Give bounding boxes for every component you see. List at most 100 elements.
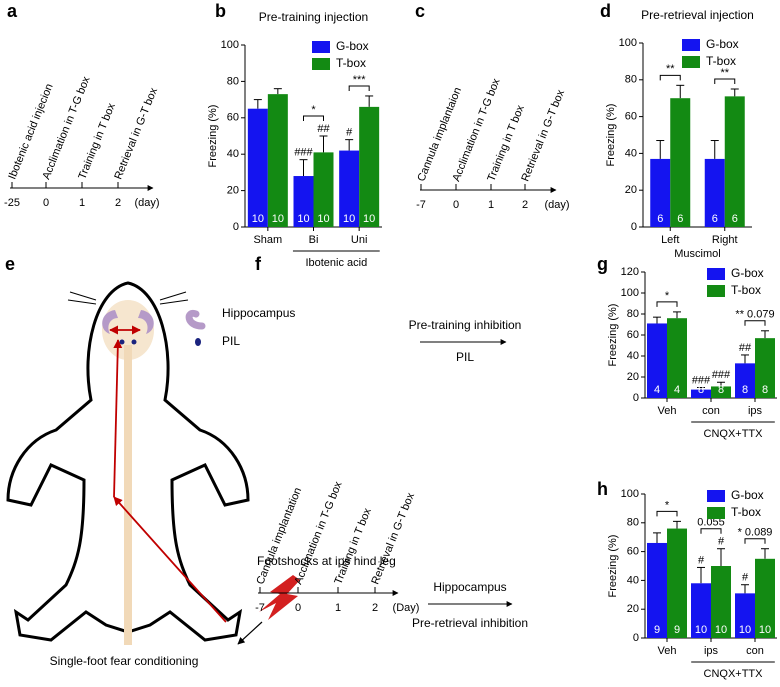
bracket: [303, 115, 324, 121]
y-tick-label: 100: [221, 39, 239, 51]
panel-label: e: [5, 254, 15, 274]
n-label: 9: [674, 624, 680, 636]
shock-arrow: [237, 621, 263, 645]
timeline-event: Training in T box: [76, 101, 118, 181]
n-label: 10: [695, 624, 707, 636]
mouse-diagram: [6, 281, 513, 645]
legend-label: G-box: [731, 266, 764, 280]
legend-swatch: [707, 285, 725, 297]
y-tick-label: 0: [633, 632, 639, 644]
y-axis-label: Freezing (%): [605, 104, 617, 167]
bar: [359, 106, 380, 227]
x-tick-label: ips: [704, 645, 719, 657]
bracket: [714, 78, 736, 84]
bar: [267, 94, 288, 227]
bracket-label: **: [666, 63, 675, 75]
bracket-label: *: [665, 499, 670, 511]
y-tick-label: 0: [633, 392, 639, 404]
y-tick-label: 60: [627, 546, 639, 558]
bar: [293, 176, 314, 227]
panel-label: b: [215, 1, 226, 21]
bracket: [700, 528, 722, 534]
timeline-event: Retrieval in G-T box: [519, 88, 567, 183]
y-tick-label: 80: [227, 75, 239, 87]
bracket-label: *: [665, 290, 670, 302]
bracket-label: **: [720, 67, 729, 79]
x-axis-label: CNQX+TTX: [704, 668, 764, 680]
x-axis-label: Ibotenic acid: [305, 257, 367, 269]
legend-label: G-box: [731, 488, 764, 502]
panel-label: g: [597, 254, 608, 274]
diagram-label: Footshocks at ips hind leg: [257, 554, 396, 568]
y-tick-label: 40: [625, 147, 637, 159]
timeline-tick-label: 2: [115, 197, 121, 209]
timeline-tick-label: 2: [522, 199, 528, 211]
y-tick-label: 120: [621, 266, 639, 278]
y-tick-label: 20: [627, 371, 639, 383]
bracket-label: * 0.089: [738, 527, 773, 539]
significance-mark: ###: [294, 147, 313, 159]
x-tick-label: Sham: [253, 234, 282, 246]
panel-label: f: [255, 254, 262, 274]
hippocampus-icon: [185, 309, 206, 330]
lightning: [259, 575, 300, 620]
timeline-tick-label: 0: [43, 197, 49, 209]
n-label: 6: [657, 213, 663, 225]
bar: [724, 96, 745, 227]
hippocampus-left: [102, 310, 118, 334]
n-label: 8: [742, 384, 748, 396]
x-tick-label: Uni: [351, 234, 368, 246]
bar: [735, 363, 755, 398]
y-tick-label: 80: [627, 517, 639, 529]
timeline-event: Training in T box: [332, 506, 374, 586]
legend-swatch: [707, 507, 725, 519]
y-tick-label: 60: [627, 329, 639, 341]
timeline-tick-label: 2: [372, 602, 378, 614]
bar: [735, 593, 755, 638]
bar: [670, 98, 691, 227]
timeline-unit: (day): [134, 197, 159, 209]
bracket: [656, 510, 678, 517]
bracket: [744, 320, 766, 326]
n-label: 10: [272, 213, 284, 225]
n-label: 8: [718, 384, 724, 396]
bracket-label: 0.055: [697, 517, 725, 529]
significance-mark: #: [346, 127, 353, 139]
legend-swatch: [682, 39, 700, 51]
n-label: 6: [677, 213, 683, 225]
bar: [711, 386, 731, 398]
bar: [755, 338, 775, 398]
n-label: 8: [698, 384, 704, 396]
y-tick-label: 40: [627, 350, 639, 362]
timeline-tick-label: 1: [79, 197, 85, 209]
significance-mark: #: [718, 536, 725, 548]
y-tick-label: 100: [621, 488, 639, 500]
bar: [339, 150, 360, 227]
diagram-label: Hippocampus: [222, 306, 295, 320]
significance-mark: #: [698, 554, 705, 566]
legend-swatch: [707, 268, 725, 280]
chart-title: Pre-retrieval injection: [641, 8, 754, 22]
x-axis-label: Muscimol: [674, 248, 720, 260]
arrow-label: Pre-training inhibition: [409, 318, 522, 332]
x-tick-label: Right: [712, 234, 738, 246]
timeline-tick-label: 1: [488, 199, 494, 211]
bar: [247, 108, 268, 227]
n-label: 10: [297, 213, 309, 225]
bracket-label: ** 0.079: [735, 309, 774, 321]
signal-path: [113, 496, 227, 623]
x-tick-label: Veh: [658, 645, 677, 657]
n-label: 6: [712, 213, 718, 225]
legend-swatch: [707, 490, 725, 502]
bar: [313, 152, 334, 227]
bar: [667, 528, 687, 638]
arrow-label: PIL: [456, 350, 474, 364]
n-label: 4: [674, 384, 680, 396]
bracket-label: ***: [353, 74, 367, 86]
n-label: 10: [739, 624, 751, 636]
panel-label: d: [600, 1, 611, 21]
legend-label: T-box: [731, 283, 761, 297]
y-axis-label: Freezing (%): [607, 535, 619, 598]
x-tick-label: con: [746, 645, 764, 657]
panel-label: c: [415, 1, 425, 21]
